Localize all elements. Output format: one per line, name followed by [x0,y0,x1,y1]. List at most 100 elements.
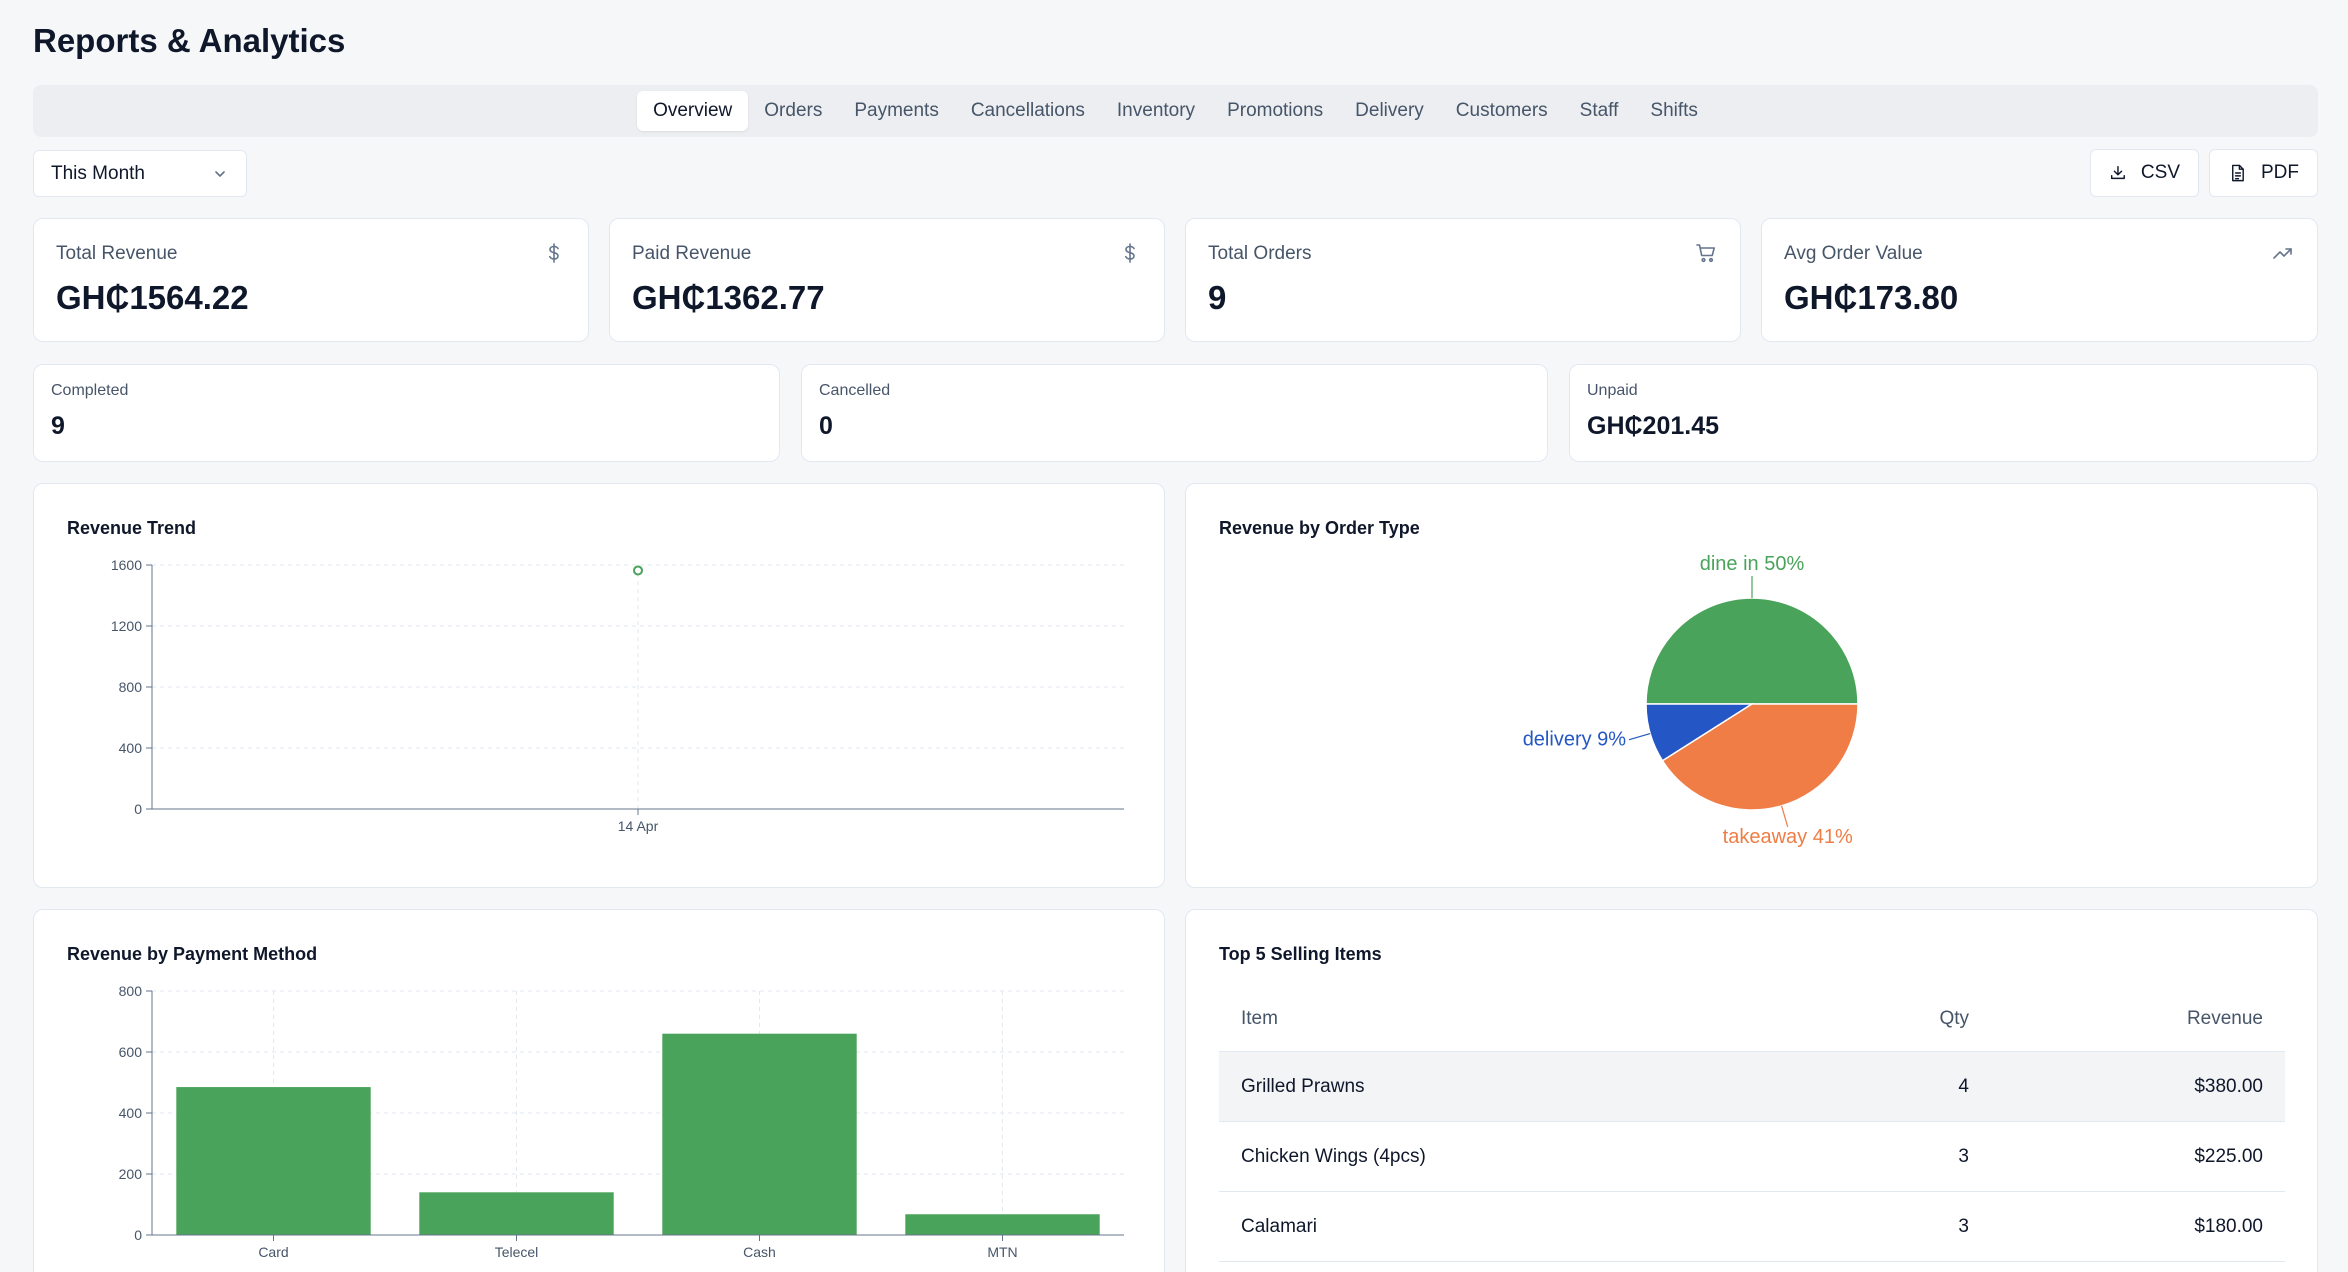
column-header-qty: Qty [1939,1007,1969,1029]
kpi-value: GH₵1362.77 [632,279,825,316]
tab-inventory[interactable]: Inventory [1116,100,1196,121]
x-tick-label: Telecel [495,1244,539,1260]
order-type-panel: Revenue by Order Type dine in 50% deliver… [1185,483,2318,888]
panel-title: Top 5 Selling Items [1219,944,1382,964]
tab-promotions[interactable]: Promotions [1227,100,1324,121]
stat-value: 9 [51,412,65,440]
kpi-label: Paid Revenue [632,243,752,264]
item-qty: 4 [1958,1075,1969,1097]
x-tick-label: Card [258,1244,288,1260]
item-qty: 3 [1958,1215,1969,1237]
kpi-value: GH₵1564.22 [56,279,249,316]
x-tick-label: MTN [987,1244,1017,1260]
chevron-down-icon [215,170,225,177]
item-revenue: $225.00 [2194,1145,2263,1167]
table-row: Grilled Prawns 4 $380.00 [1219,1052,2285,1122]
panel-title: Revenue by Payment Method [67,944,318,964]
y-tick-label: 800 [119,679,143,695]
item-revenue: $180.00 [2194,1215,2263,1237]
export-pdf-button[interactable]: PDF [2209,149,2318,197]
slice-label: delivery 9% [1523,729,1627,751]
cart-icon [1696,244,1715,263]
table-row: Chicken Wings (4pcs) 3 $225.00 [1219,1122,2285,1192]
x-tick-label: Cash [743,1244,776,1260]
y-tick-label: 800 [119,983,143,999]
item-name: Grilled Prawns [1241,1075,1365,1097]
kpi-label: Avg Order Value [1784,243,1923,264]
kpi-card-total-orders: Total Orders 9 [1185,218,1741,342]
tab-payments[interactable]: Payments [854,100,939,121]
tab-delivery[interactable]: Delivery [1355,100,1424,121]
file-text-icon [2232,164,2244,182]
panel-title: Revenue Trend [67,518,197,538]
y-tick-label: 1600 [111,557,142,573]
tab-overview[interactable]: Overview [637,91,749,131]
top-items-panel: Top 5 Selling Items Item Qty Revenue Gri… [1185,909,2318,1272]
y-tick-label: 200 [119,1166,143,1182]
kpi-label: Total Orders [1208,243,1312,264]
kpi-value: 9 [1208,279,1227,316]
tab-cancellations[interactable]: Cancellations [970,100,1085,121]
item-qty: 3 [1958,1145,1969,1167]
payment-method-bar-chart: 0 200 400 600 800 Card Telecel Cash MTN [119,983,1124,1260]
y-tick-label: 400 [119,1105,143,1121]
data-point [633,565,643,576]
stat-card-cancelled: Cancelled 0 [801,364,1548,462]
slice-label: dine in 50% [1700,553,1805,575]
tab-staff[interactable]: Staff [1579,100,1619,121]
stat-value: 0 [819,412,833,440]
y-tick-label: 0 [134,801,142,817]
y-tick-label: 400 [119,740,143,756]
pie-slice [1645,597,1859,705]
stat-value: GH₵201.45 [1587,412,1720,440]
stat-label: Completed [51,382,129,399]
table-row: Calamari 3 $180.00 [1219,1192,2285,1262]
export-pdf-label: PDF [2261,162,2299,183]
tab-shifts[interactable]: Shifts [1650,100,1698,121]
panel-title: Revenue by Order Type [1219,518,1420,538]
bar [905,1214,1100,1235]
kpi-card-total-revenue: Total Revenue GH₵1564.22 [33,218,589,342]
tab-orders[interactable]: Orders [764,100,823,121]
export-csv-button[interactable]: CSV [2090,149,2199,197]
x-tick-label: 14 Apr [618,818,659,834]
page-title: Reports & Analytics [33,22,346,59]
stat-label: Cancelled [819,382,891,399]
slice-leader-line [1780,805,1789,828]
payment-method-panel: Revenue by Payment Method 0 200 400 600 800 C… [33,909,1165,1272]
trending-up-icon [2273,248,2292,259]
period-select[interactable]: This Month [33,150,247,197]
order-type-pie-chart: dine in 50% delivery 9% takeaway 41% [1523,553,1859,848]
column-header-item: Item [1241,1007,1278,1029]
bar [176,1087,371,1235]
y-tick-label: 1200 [111,618,142,634]
report-tabs: Overview Orders Payments Cancellations I… [33,85,2318,137]
y-tick-label: 600 [119,1044,143,1060]
kpi-card-paid-revenue: Paid Revenue GH₵1362.77 [609,218,1165,342]
stat-card-unpaid: Unpaid GH₵201.45 [1569,364,2318,462]
table-header: Item Qty Revenue [1219,986,2285,1052]
top-items-table: Item Qty Revenue Grilled Prawns 4 $380.0… [1219,986,2285,1262]
stat-label: Unpaid [1587,382,1638,399]
item-name: Calamari [1241,1215,1318,1237]
slice-leader-line [1628,732,1651,741]
kpi-value: GH₵173.80 [1784,279,1959,316]
export-csv-label: CSV [2140,162,2180,183]
bar [419,1192,614,1235]
bar [662,1033,857,1235]
tab-customers[interactable]: Customers [1455,100,1548,121]
download-icon [2110,166,2125,180]
revenue-trend-chart: 0 400 800 1200 1600 14 Apr [111,557,1124,834]
y-tick-label: 0 [134,1227,142,1243]
column-header-revenue: Revenue [2186,1007,2263,1029]
dollar-icon [1125,243,1135,263]
kpi-card-avg-order-value: Avg Order Value GH₵173.80 [1761,218,2318,342]
period-select-value: This Month [51,162,145,184]
revenue-trend-panel: Revenue Trend 0 400 800 1200 1600 14 Apr [33,483,1165,888]
item-revenue: $380.00 [2194,1075,2263,1097]
kpi-label: Total Revenue [56,243,178,264]
stat-card-completed: Completed 9 [33,364,780,462]
item-name: Chicken Wings (4pcs) [1241,1145,1426,1167]
dollar-icon [549,243,559,263]
slice-label: takeaway 41% [1723,826,1853,848]
